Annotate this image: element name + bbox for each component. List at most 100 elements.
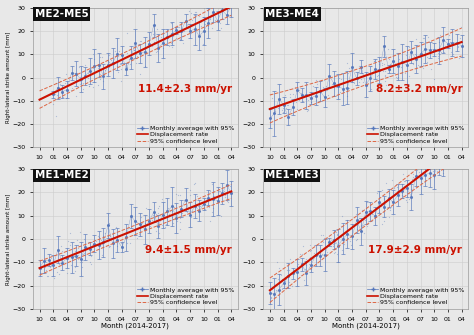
Point bbox=[319, 84, 327, 89]
Point bbox=[155, 211, 162, 216]
Point bbox=[279, 110, 287, 115]
Point bbox=[407, 186, 415, 192]
Point bbox=[155, 203, 163, 208]
Point bbox=[308, 257, 316, 262]
Point bbox=[44, 273, 51, 278]
Point bbox=[101, 230, 109, 236]
Point bbox=[286, 94, 293, 99]
Point bbox=[417, 175, 424, 180]
Point bbox=[66, 243, 73, 248]
Point bbox=[168, 208, 175, 213]
Point bbox=[175, 24, 182, 29]
Point bbox=[149, 214, 157, 220]
Point bbox=[89, 243, 97, 249]
Point bbox=[168, 214, 176, 219]
Point bbox=[307, 99, 315, 105]
Point bbox=[455, 55, 463, 61]
Point bbox=[55, 95, 63, 100]
Point bbox=[75, 245, 82, 251]
Point bbox=[358, 70, 365, 75]
Point bbox=[176, 215, 183, 220]
Point bbox=[294, 261, 301, 266]
Point bbox=[128, 55, 136, 60]
Point bbox=[79, 80, 87, 85]
Point bbox=[367, 86, 375, 92]
Point bbox=[357, 225, 365, 230]
Point bbox=[207, 16, 214, 22]
Point bbox=[419, 62, 427, 67]
Point bbox=[53, 269, 61, 274]
Point bbox=[209, 25, 216, 30]
Point bbox=[417, 50, 425, 55]
Point bbox=[187, 192, 194, 198]
Point bbox=[399, 189, 406, 194]
Point bbox=[104, 58, 111, 63]
Point bbox=[339, 89, 347, 94]
Point bbox=[91, 242, 98, 248]
Point bbox=[413, 168, 421, 173]
Point bbox=[124, 240, 131, 246]
Point bbox=[61, 80, 69, 86]
Point bbox=[436, 51, 443, 57]
Point bbox=[179, 25, 186, 30]
Point bbox=[274, 276, 282, 281]
Point bbox=[368, 63, 375, 69]
Point bbox=[210, 1, 217, 6]
Point bbox=[452, 146, 460, 151]
Text: ME3-ME4: ME3-ME4 bbox=[265, 9, 319, 19]
Point bbox=[194, 203, 202, 209]
Point bbox=[99, 233, 107, 238]
Point bbox=[200, 202, 208, 207]
Point bbox=[67, 262, 75, 267]
Point bbox=[180, 197, 188, 202]
Point bbox=[69, 257, 76, 262]
Point bbox=[201, 18, 209, 23]
Point bbox=[198, 23, 205, 28]
Legend: Monthly average with 95%, Displacement rate, 95% confidence level: Monthly average with 95%, Displacement r… bbox=[366, 286, 465, 306]
Point bbox=[300, 98, 307, 104]
Point bbox=[104, 238, 111, 244]
Point bbox=[379, 62, 386, 68]
Point bbox=[393, 188, 401, 194]
Point bbox=[434, 163, 442, 168]
Point bbox=[154, 48, 161, 53]
Point bbox=[399, 196, 407, 201]
Point bbox=[322, 83, 330, 89]
Point bbox=[210, 193, 218, 198]
Point bbox=[187, 11, 195, 16]
Point bbox=[225, 190, 233, 195]
Point bbox=[79, 86, 86, 91]
Point bbox=[275, 103, 283, 109]
Point bbox=[63, 72, 70, 77]
Point bbox=[131, 54, 138, 59]
Point bbox=[299, 243, 307, 249]
Point bbox=[111, 49, 119, 54]
Point bbox=[71, 269, 79, 274]
Point bbox=[382, 180, 390, 186]
Point bbox=[330, 93, 337, 98]
Point bbox=[391, 185, 398, 191]
Point bbox=[205, 204, 213, 209]
Point bbox=[419, 36, 427, 41]
Point bbox=[74, 257, 82, 262]
Point bbox=[298, 272, 305, 277]
Point bbox=[290, 267, 297, 272]
Point bbox=[374, 191, 381, 196]
Point bbox=[338, 247, 346, 253]
Point bbox=[412, 53, 419, 58]
Point bbox=[117, 79, 124, 84]
Point bbox=[309, 83, 317, 88]
Point bbox=[434, 55, 442, 61]
X-axis label: Month (2014-2017): Month (2014-2017) bbox=[101, 323, 169, 329]
Point bbox=[381, 74, 389, 79]
Point bbox=[220, 189, 228, 194]
Point bbox=[355, 76, 362, 81]
Point bbox=[402, 198, 410, 203]
Point bbox=[123, 66, 130, 71]
Point bbox=[328, 243, 335, 248]
Point bbox=[359, 217, 367, 222]
Point bbox=[337, 76, 345, 81]
Point bbox=[352, 237, 360, 243]
Point bbox=[100, 238, 108, 243]
Point bbox=[105, 53, 113, 58]
